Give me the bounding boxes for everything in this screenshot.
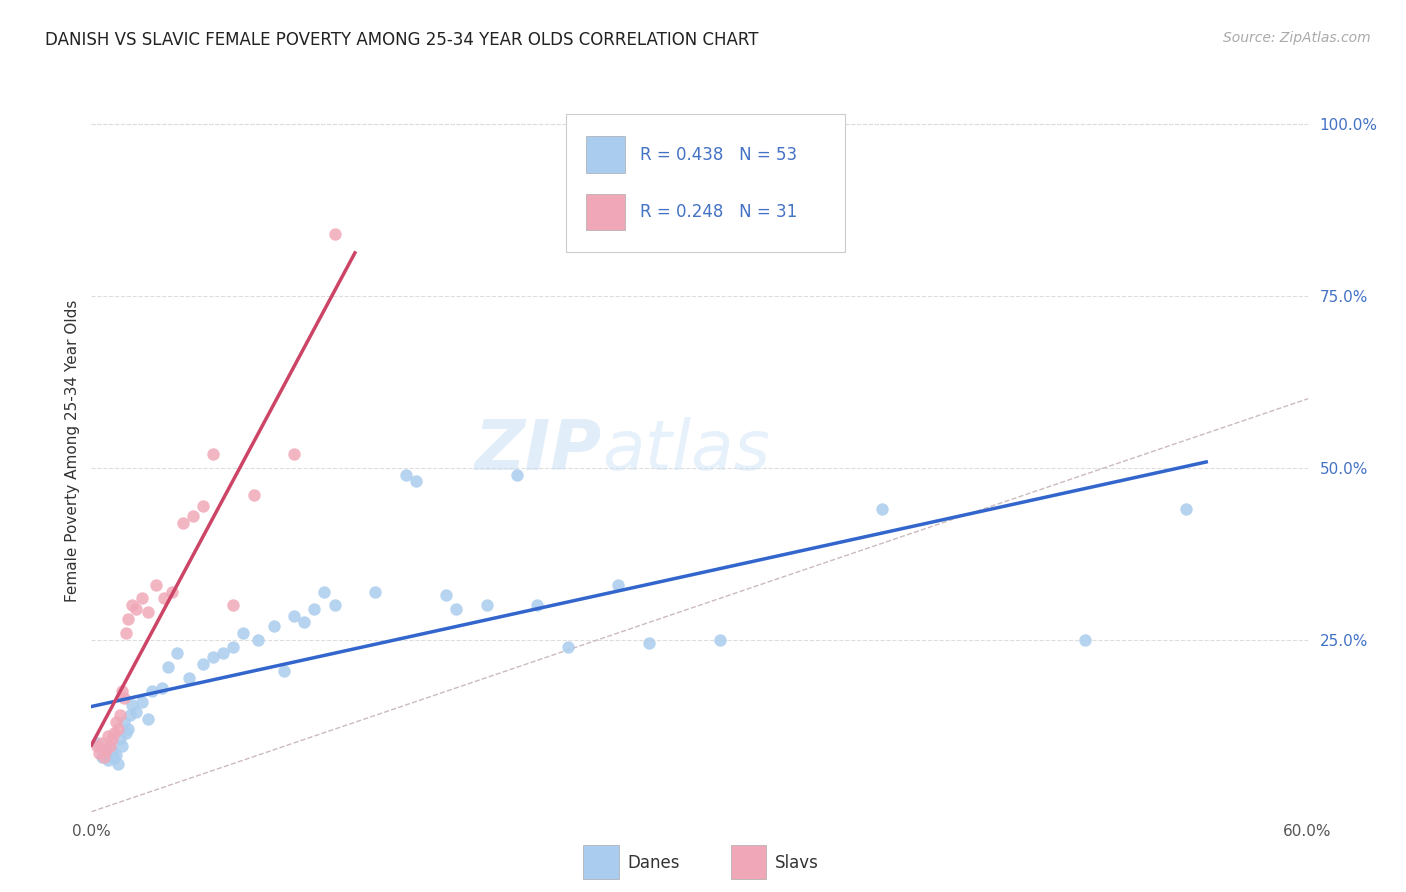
Point xyxy=(314,584,336,599)
Point xyxy=(191,499,214,513)
Point xyxy=(112,715,135,730)
Point xyxy=(870,502,893,516)
Text: Source: ZipAtlas.com: Source: ZipAtlas.com xyxy=(1223,31,1371,45)
Point xyxy=(94,743,117,757)
Point xyxy=(93,743,115,757)
Point xyxy=(1175,502,1198,516)
Point xyxy=(115,625,138,640)
Point xyxy=(709,632,731,647)
Point xyxy=(181,508,204,523)
Point xyxy=(118,708,141,723)
Point xyxy=(100,732,122,747)
Text: R = 0.248   N = 31: R = 0.248 N = 31 xyxy=(640,202,797,220)
FancyBboxPatch shape xyxy=(586,194,626,230)
Point xyxy=(86,736,108,750)
Point xyxy=(273,664,295,678)
Point xyxy=(121,698,143,712)
Point xyxy=(86,739,108,754)
Point xyxy=(117,722,139,736)
FancyBboxPatch shape xyxy=(565,114,845,252)
Point xyxy=(108,708,131,723)
Point xyxy=(177,671,200,685)
Point xyxy=(97,729,120,743)
Y-axis label: Female Poverty Among 25-34 Year Olds: Female Poverty Among 25-34 Year Olds xyxy=(65,300,80,601)
Point xyxy=(202,649,225,664)
Point xyxy=(323,227,346,241)
Point xyxy=(131,695,153,709)
Point xyxy=(150,681,173,695)
Point xyxy=(364,584,387,599)
Point xyxy=(97,753,120,767)
Point xyxy=(304,601,326,615)
Text: ZIP: ZIP xyxy=(475,417,602,484)
Point xyxy=(246,632,269,647)
Point xyxy=(283,447,305,461)
Point xyxy=(115,725,138,739)
Point xyxy=(108,732,131,747)
Point xyxy=(121,599,143,613)
Point xyxy=(104,748,127,763)
Point xyxy=(434,588,457,602)
Point xyxy=(222,640,245,654)
Point xyxy=(112,691,135,706)
Point xyxy=(475,599,498,613)
Point xyxy=(202,447,225,461)
Point xyxy=(263,619,285,633)
Point xyxy=(292,615,315,630)
Point xyxy=(557,640,579,654)
Point xyxy=(125,705,148,719)
Point xyxy=(222,599,245,613)
Point xyxy=(506,467,529,482)
Point xyxy=(394,467,416,482)
Point xyxy=(111,684,134,698)
Point xyxy=(323,599,346,613)
Text: Slavs: Slavs xyxy=(775,855,818,872)
Point xyxy=(90,736,112,750)
Point xyxy=(111,739,134,754)
Point xyxy=(232,625,254,640)
Point xyxy=(1073,632,1095,647)
Point xyxy=(242,488,264,502)
Point xyxy=(637,636,659,650)
FancyBboxPatch shape xyxy=(586,136,626,172)
Point xyxy=(191,657,214,671)
Point xyxy=(89,746,111,760)
Point xyxy=(526,599,548,613)
Point xyxy=(103,751,125,765)
Point xyxy=(98,739,121,754)
Point xyxy=(136,712,159,726)
Point xyxy=(212,647,235,661)
Point xyxy=(90,749,112,764)
Point xyxy=(104,715,127,730)
Text: R = 0.438   N = 53: R = 0.438 N = 53 xyxy=(640,145,797,163)
Point xyxy=(94,746,117,760)
Point xyxy=(166,647,188,661)
Point xyxy=(444,601,467,615)
Point xyxy=(607,577,630,591)
Point xyxy=(103,725,125,739)
Point xyxy=(100,744,122,758)
Point xyxy=(153,591,176,606)
Text: atlas: atlas xyxy=(602,417,770,484)
Point xyxy=(125,601,148,615)
Point xyxy=(162,584,184,599)
Point xyxy=(98,739,121,754)
Text: DANISH VS SLAVIC FEMALE POVERTY AMONG 25-34 YEAR OLDS CORRELATION CHART: DANISH VS SLAVIC FEMALE POVERTY AMONG 25… xyxy=(45,31,758,49)
Point xyxy=(93,749,115,764)
Point xyxy=(107,756,129,771)
Point xyxy=(283,608,305,623)
Text: Danes: Danes xyxy=(627,855,679,872)
Point xyxy=(117,612,139,626)
Point xyxy=(145,577,167,591)
Point xyxy=(131,591,153,606)
Point xyxy=(157,660,180,674)
Point xyxy=(136,605,159,619)
Point xyxy=(405,475,427,489)
Point xyxy=(141,684,163,698)
Point xyxy=(107,722,129,736)
Point xyxy=(172,516,194,530)
